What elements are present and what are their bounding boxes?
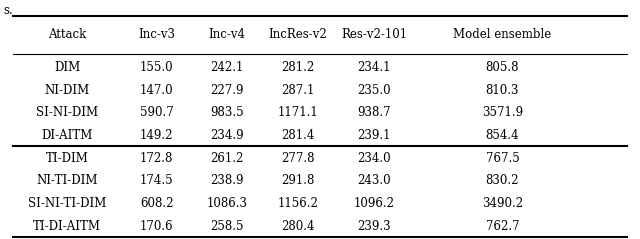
- Text: 277.8: 277.8: [281, 152, 314, 165]
- Text: Inc-v3: Inc-v3: [138, 28, 175, 41]
- Text: SI-NI-TI-DIM: SI-NI-TI-DIM: [28, 197, 106, 210]
- Text: 762.7: 762.7: [486, 220, 519, 233]
- Text: 242.1: 242.1: [211, 61, 244, 74]
- Text: 234.1: 234.1: [358, 61, 391, 74]
- Text: 147.0: 147.0: [140, 84, 173, 97]
- Text: 287.1: 287.1: [281, 84, 314, 97]
- Text: 805.8: 805.8: [486, 61, 519, 74]
- Text: DIM: DIM: [54, 61, 81, 74]
- Text: 258.5: 258.5: [211, 220, 244, 233]
- Text: 767.5: 767.5: [486, 152, 519, 165]
- Text: 3571.9: 3571.9: [482, 106, 523, 119]
- Text: 234.9: 234.9: [211, 129, 244, 142]
- Text: 810.3: 810.3: [486, 84, 519, 97]
- Text: 1086.3: 1086.3: [207, 197, 248, 210]
- Text: 291.8: 291.8: [281, 174, 314, 187]
- Text: s.: s.: [3, 4, 13, 16]
- Text: 149.2: 149.2: [140, 129, 173, 142]
- Text: 227.9: 227.9: [211, 84, 244, 97]
- Text: 281.2: 281.2: [281, 61, 314, 74]
- Text: 854.4: 854.4: [486, 129, 519, 142]
- Text: TI-DI-AITM: TI-DI-AITM: [33, 220, 101, 233]
- Text: 234.0: 234.0: [358, 152, 391, 165]
- Text: Res-v2-101: Res-v2-101: [341, 28, 408, 41]
- Text: Model ensemble: Model ensemble: [453, 28, 552, 41]
- Text: 239.3: 239.3: [358, 220, 391, 233]
- Text: 3490.2: 3490.2: [482, 197, 523, 210]
- Text: 830.2: 830.2: [486, 174, 519, 187]
- Text: 1156.2: 1156.2: [277, 197, 318, 210]
- Text: 239.1: 239.1: [358, 129, 391, 142]
- Text: 174.5: 174.5: [140, 174, 173, 187]
- Text: 590.7: 590.7: [140, 106, 173, 119]
- Text: 243.0: 243.0: [358, 174, 391, 187]
- Text: 281.4: 281.4: [281, 129, 314, 142]
- Text: 280.4: 280.4: [281, 220, 314, 233]
- Text: SI-NI-DIM: SI-NI-DIM: [36, 106, 99, 119]
- Text: Attack: Attack: [48, 28, 86, 41]
- Text: TI-DIM: TI-DIM: [46, 152, 88, 165]
- Text: 938.7: 938.7: [358, 106, 391, 119]
- Text: IncRes-v2: IncRes-v2: [268, 28, 327, 41]
- Text: 1171.1: 1171.1: [277, 106, 318, 119]
- Text: DI-AITM: DI-AITM: [42, 129, 93, 142]
- Text: 1096.2: 1096.2: [354, 197, 395, 210]
- Text: NI-DIM: NI-DIM: [45, 84, 90, 97]
- Text: 261.2: 261.2: [211, 152, 244, 165]
- Text: 170.6: 170.6: [140, 220, 173, 233]
- Text: 608.2: 608.2: [140, 197, 173, 210]
- Text: 172.8: 172.8: [140, 152, 173, 165]
- Text: 235.0: 235.0: [358, 84, 391, 97]
- Text: 983.5: 983.5: [211, 106, 244, 119]
- Text: 238.9: 238.9: [211, 174, 244, 187]
- Text: Inc-v4: Inc-v4: [209, 28, 246, 41]
- Text: NI-TI-DIM: NI-TI-DIM: [36, 174, 98, 187]
- Text: 155.0: 155.0: [140, 61, 173, 74]
